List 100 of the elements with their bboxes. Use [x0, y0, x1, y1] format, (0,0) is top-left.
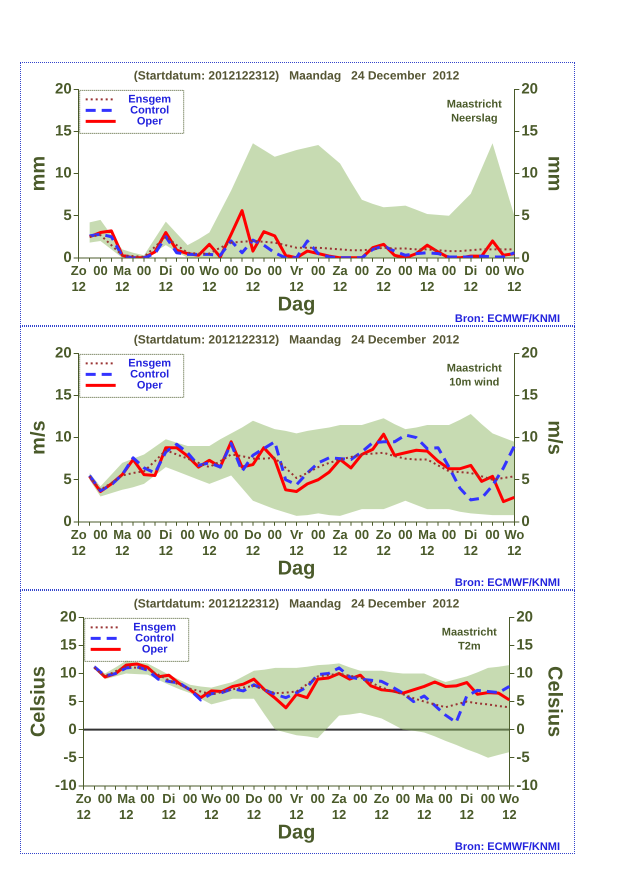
x-tick-label: Di 12: [464, 263, 478, 294]
y-axis-title: Celsius: [28, 666, 50, 738]
x-tick-label: Za 12: [332, 527, 348, 558]
text: Bron: ECMWF/KNMI: [454, 313, 560, 325]
x-tick-label: Za 12: [331, 791, 348, 822]
y-tick-label: 20: [60, 608, 77, 626]
x-tick-label: Di 12: [162, 791, 176, 822]
y-tick-label: -10: [54, 776, 77, 794]
y2-axis-title: Celsius: [543, 666, 566, 738]
y2-tick-label: 10: [521, 164, 538, 182]
annotation: Maastricht: [446, 98, 502, 110]
y-tick-label: 0: [63, 512, 72, 530]
legend-label: Control: [130, 104, 170, 116]
chart-title: (Startdatum: 2012122312) Maandag 24 December 2012: [134, 68, 460, 83]
y-tick-label: 10: [54, 164, 72, 182]
legend-label: Ensgem: [128, 93, 172, 106]
x-tick-label: 00: [182, 791, 198, 806]
y-tick-label: 10: [60, 664, 77, 682]
x-tick-label: 00: [93, 527, 108, 542]
chart-title: (Startdatum: 2012122312) Maandag 24 December 2012: [134, 332, 460, 347]
x-tick-label: 00: [398, 263, 413, 278]
y-axis-title: mm: [28, 156, 50, 192]
y-tick-label: 0: [68, 720, 77, 738]
x-tick-label: 00: [353, 791, 368, 806]
y-tick-label: 5: [63, 470, 72, 488]
x-tick-label: Di 12: [460, 791, 474, 822]
y2-tick-label: -5: [516, 748, 530, 766]
x-tick-label: 00: [136, 263, 152, 278]
x-tick-label: 00: [311, 527, 326, 542]
x-tick-label: Do 12: [244, 263, 262, 294]
y2-axis-title: m/s: [543, 420, 566, 455]
y2-tick-label: 0: [521, 248, 530, 266]
x-tick-label: Wo 12: [504, 263, 524, 294]
x-tick-label: 00: [140, 791, 155, 806]
x-tick-label: Vr 12: [289, 527, 304, 558]
y2-tick-label: 0: [516, 720, 525, 738]
y-tick-label: 15: [54, 122, 72, 140]
x-tick-label: 00: [485, 263, 500, 278]
y2-tick-label: 5: [516, 692, 525, 710]
x-tick-label: Zo 12: [376, 527, 392, 558]
x-tick-label: Vr 12: [289, 791, 304, 822]
x-tick-label: 00: [354, 263, 370, 278]
x-tick-label: 00: [224, 527, 238, 542]
y2-tick-label: 0: [521, 512, 530, 530]
y2-tick-label: -10: [516, 776, 538, 794]
legend-label: Oper: [142, 643, 168, 656]
legend-label: Oper: [136, 379, 164, 392]
x-tick-label: 00: [268, 791, 282, 806]
x-tick-label: Zo 12: [374, 791, 390, 822]
x-tick-label: Wo 12: [201, 791, 222, 822]
y-tick-label: 5: [68, 692, 77, 710]
y-tick-label: 0: [63, 248, 72, 266]
line-series: [88, 449, 516, 491]
y-tick-label: 15: [54, 386, 72, 404]
x-tick-label: Ma 12: [418, 263, 437, 294]
x-tick-label: 00: [267, 263, 282, 278]
x-tick-label: Zo 12: [70, 263, 87, 294]
x-tick-label: Di 12: [464, 527, 478, 558]
x-tick-label: Di 12: [158, 527, 174, 558]
y-tick-label: -5: [63, 748, 77, 766]
y2-axis-title: mm: [543, 156, 566, 192]
x-tick-label: Zo 12: [76, 791, 92, 822]
x-tick-label: Za 12: [332, 263, 348, 294]
x-tick-label: 00: [442, 263, 456, 278]
y2-tick-label: 15: [521, 386, 538, 404]
y-axis-title: m/s: [28, 420, 50, 455]
x-tick-label: 00: [225, 791, 240, 806]
y-tick-label: 10: [54, 428, 72, 446]
x-axis-title: Dag: [278, 822, 316, 844]
x-axis-title: Dag: [278, 294, 316, 316]
x-tick-label: Zo 12: [376, 263, 392, 294]
legend-label: Ensgem: [128, 357, 172, 370]
y2-tick-label: 15: [521, 122, 538, 140]
x-tick-label: 00: [180, 527, 195, 542]
y2-tick-label: 5: [521, 206, 530, 224]
chart-title: (Startdatum: 2012122312) Maandag 24 December 2012: [134, 596, 460, 611]
x-tick-label: 00: [180, 263, 195, 278]
legend-label: Oper: [136, 115, 164, 128]
text: Bron: ECMWF/KNMI: [454, 577, 560, 589]
x-tick-label: 00: [354, 527, 370, 542]
text: Bron: ECMWF/KNMI: [454, 841, 560, 853]
x-tick-label: Do 12: [245, 791, 263, 822]
x-tick-label: 00: [224, 263, 238, 278]
y-tick-label: 20: [54, 344, 72, 362]
y2-tick-label: 20: [521, 80, 538, 98]
x-tick-label: Wo 12: [199, 263, 220, 294]
x-tick-label: Ma 12: [113, 263, 132, 294]
annotation: 10m wind: [449, 376, 500, 388]
annotation: Maastricht: [442, 626, 498, 638]
x-tick-label: Zo 12: [70, 527, 87, 558]
x-tick-label: 00: [480, 791, 496, 806]
x-tick-label: Ma 12: [117, 791, 136, 822]
x-tick-label: 00: [311, 263, 326, 278]
y2-tick-label: 10: [521, 428, 538, 446]
x-tick-label: Ma 12: [418, 527, 437, 558]
x-tick-label: 00: [438, 791, 453, 806]
x-tick-label: 00: [267, 527, 282, 542]
x-tick-label: Do 12: [244, 527, 262, 558]
x-axis-title: Dag: [278, 558, 316, 580]
annotation: Maastricht: [446, 362, 502, 374]
